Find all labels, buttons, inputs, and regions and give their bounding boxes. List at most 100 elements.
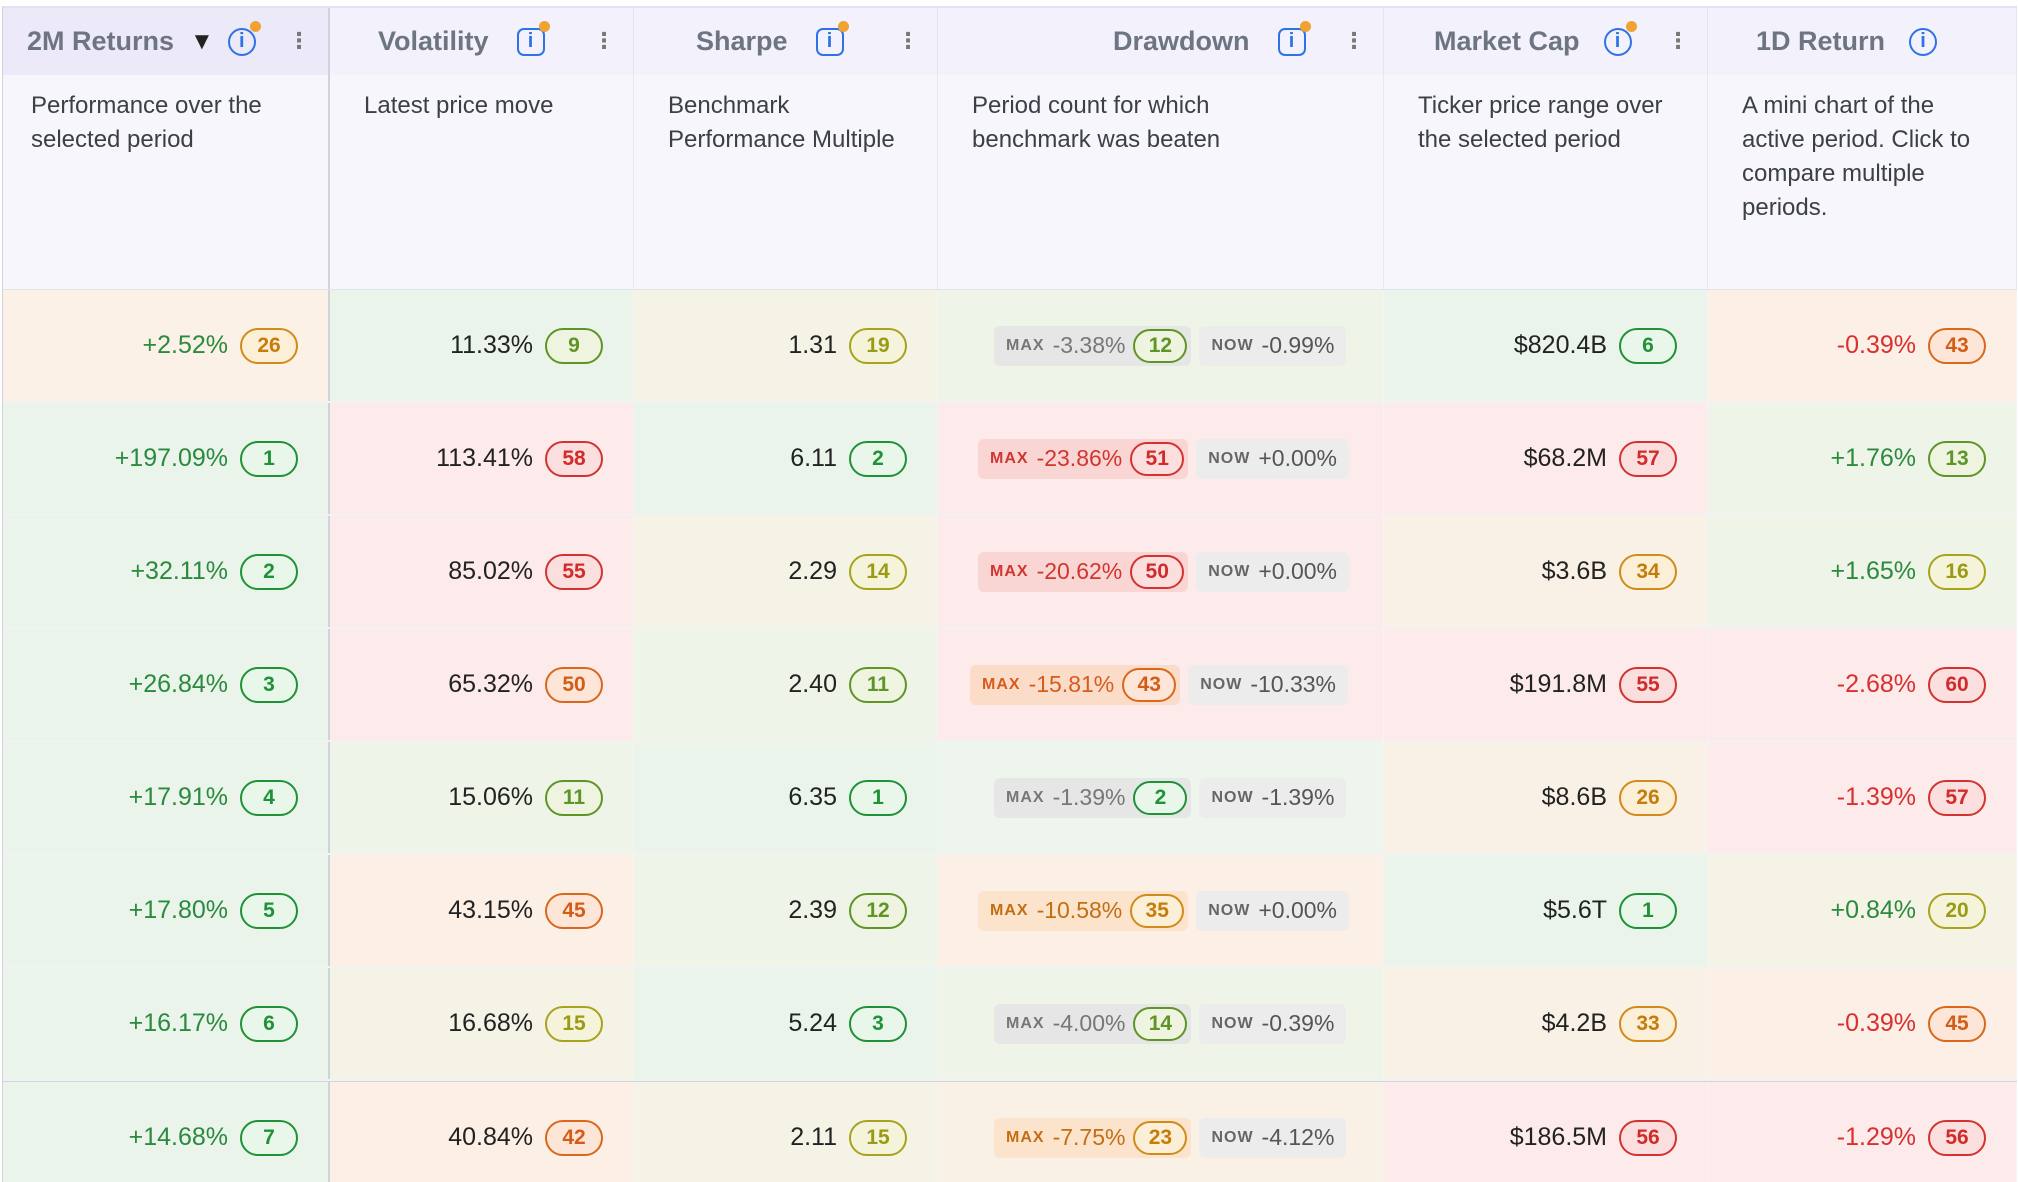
rank-badge: 26 [1619, 779, 1677, 816]
column-description: Period count for which benchmark was bea… [938, 75, 1384, 289]
returns-value: +17.91% [128, 783, 228, 811]
1d-return-cell[interactable]: +0.84% 20 [1708, 855, 2017, 966]
rank-badge: 45 [545, 892, 603, 929]
1d-return-cell[interactable]: +1.76% 13 [1708, 403, 2017, 514]
current-drawdown-value: +0.00% [1258, 558, 1337, 584]
1d-return-cell[interactable]: -0.39% 45 [1708, 968, 2017, 1079]
column-menu-icon[interactable]: ⋮ [288, 28, 310, 53]
column-header-volatility[interactable]: Volatility i ⋮ [330, 8, 634, 75]
info-icon[interactable]: i [815, 20, 849, 56]
volatility-value: 85.02% [448, 557, 533, 585]
column-menu-icon[interactable]: ⋮ [593, 28, 615, 53]
rank-badge: 45 [1928, 1005, 1986, 1042]
table-row[interactable]: +17.80% 5 43.15% 45 2.39 12 MAX -10.58% 35 NO… [3, 855, 2017, 968]
drawdown-cell: MAX -3.38% 12 NOW -0.99% [938, 290, 1384, 401]
max-drawdown-value: -3.38% [1052, 332, 1126, 358]
market-cap-cell: $186.5M 56 [1384, 1082, 1708, 1182]
1d-return-cell[interactable]: -1.29% 56 [1708, 1082, 2017, 1182]
sharpe-cell: 1.31 19 [634, 290, 938, 401]
max-drawdown-pill: MAX -10.58% 35 [978, 890, 1189, 931]
sort-desc-icon[interactable]: ▼ [190, 27, 214, 55]
returns-value: +32.11% [130, 557, 228, 585]
1d-return-cell[interactable]: +1.65% 16 [1708, 516, 2017, 627]
current-drawdown-value: -0.99% [1261, 332, 1335, 358]
info-icon[interactable]: i [1603, 20, 1637, 56]
current-drawdown-value: -0.39% [1261, 1010, 1335, 1036]
rank-badge: 3 [240, 666, 298, 703]
1d-return-cell[interactable]: -1.39% 57 [1708, 742, 2017, 853]
rank-badge: 2 [240, 553, 298, 590]
returns-cell: +197.09% 1 [3, 403, 330, 514]
sharpe-cell: 2.39 12 [634, 855, 938, 966]
column-description: Ticker price range over the selected per… [1384, 75, 1708, 289]
rank-badge: 16 [1928, 553, 1986, 590]
1d-return-value: -2.68% [1836, 670, 1916, 698]
market-cap-value: $5.6T [1543, 896, 1607, 924]
volatility-cell: 16.68% 15 [330, 968, 634, 1079]
info-icon[interactable]: i [1277, 20, 1311, 56]
market-cap-cell: $3.6B 34 [1384, 516, 1708, 627]
rank-badge: 1 [849, 779, 907, 816]
drawdown-cell: MAX -7.75% 23 NOW -4.12% [938, 1082, 1384, 1182]
1d-return-value: -1.29% [1836, 1123, 1916, 1151]
rank-badge: 55 [545, 553, 603, 590]
column-menu-icon[interactable]: ⋮ [897, 28, 919, 53]
sharpe-cell: 6.35 1 [634, 742, 938, 853]
info-icon[interactable]: i [227, 20, 261, 56]
table-row[interactable]: +2.52% 26 11.33% 9 1.31 19 MAX -3.38% 12 NOW -… [3, 290, 2017, 403]
drawdown-cell: MAX -4.00% 14 NOW -0.39% [938, 968, 1384, 1079]
sharpe-value: 6.11 [790, 444, 837, 472]
column-header-market-cap[interactable]: Market Cap i ⋮ [1384, 8, 1708, 75]
market-cap-cell: $191.8M 55 [1384, 629, 1708, 740]
column-menu-icon[interactable]: ⋮ [1667, 28, 1689, 53]
volatility-value: 65.32% [448, 670, 533, 698]
column-label: 2M Returns [27, 26, 175, 56]
notification-dot [837, 20, 849, 32]
current-drawdown-pill: NOW -4.12% [1199, 1117, 1347, 1158]
current-drawdown-pill: NOW -10.33% [1188, 664, 1349, 705]
volatility-value: 43.15% [448, 896, 533, 924]
rank-badge: 26 [240, 327, 298, 364]
current-drawdown-pill: NOW +0.00% [1196, 438, 1349, 479]
market-cap-value: $186.5M [1509, 1123, 1607, 1151]
market-cap-cell: $68.2M 57 [1384, 403, 1708, 514]
volatility-cell: 43.15% 45 [330, 855, 634, 966]
table-row[interactable]: +32.11% 2 85.02% 55 2.29 14 MAX -20.62% 50 NO… [3, 516, 2017, 629]
current-drawdown-value: -10.33% [1250, 671, 1337, 697]
rank-badge: 15 [545, 1005, 603, 1042]
info-icon[interactable]: i [1909, 27, 1938, 56]
column-header-1d-return[interactable]: 1D Return i [1708, 8, 2017, 75]
rank-badge: 14 [1133, 1006, 1188, 1041]
1d-return-value: -1.39% [1836, 783, 1916, 811]
table-row[interactable]: +16.17% 6 16.68% 15 5.24 3 MAX -4.00% 14 NOW -… [3, 968, 2017, 1081]
column-header-sharpe[interactable]: Sharpe i ⋮ [634, 8, 938, 75]
1d-return-value: +1.65% [1830, 557, 1917, 585]
rank-badge: 11 [849, 666, 907, 703]
max-drawdown-pill: MAX -3.38% 12 [994, 325, 1192, 366]
rank-badge: 55 [1619, 666, 1677, 703]
table-row[interactable]: +14.68% 7 40.84% 42 2.11 15 MAX -7.75% 23 NOW… [3, 1081, 2017, 1182]
returns-value: +197.09% [114, 444, 228, 472]
table-row[interactable]: +197.09% 1 113.41% 58 6.11 2 MAX -23.86% 51 N… [3, 403, 2017, 516]
returns-cell: +32.11% 2 [3, 516, 330, 627]
column-header-2m-returns[interactable]: 2M Returns ▼ i ⋮ [3, 8, 330, 75]
sharpe-value: 1.31 [788, 331, 837, 359]
market-cap-value: $8.6B [1541, 783, 1607, 811]
drawdown-cell: MAX -10.58% 35 NOW +0.00% [938, 855, 1384, 966]
1d-return-cell[interactable]: -0.39% 43 [1708, 290, 2017, 401]
notification-dot [538, 20, 550, 32]
current-drawdown-value: -1.39% [1261, 784, 1335, 810]
max-drawdown-value: -15.81% [1028, 671, 1115, 697]
max-drawdown-value: -20.62% [1036, 558, 1123, 584]
table-row[interactable]: +17.91% 4 15.06% 11 6.35 1 MAX -1.39% 2 NOW -1… [3, 742, 2017, 855]
info-icon[interactable]: i [516, 20, 550, 56]
column-header-drawdown[interactable]: Drawdown i ⋮ [938, 8, 1384, 75]
column-menu-icon[interactable]: ⋮ [1343, 28, 1365, 53]
returns-value: +2.52% [142, 331, 229, 359]
rank-badge: 14 [849, 553, 907, 590]
table-row[interactable]: +26.84% 3 65.32% 50 2.40 11 MAX -15.81% 43 NO… [3, 629, 2017, 742]
1d-return-cell[interactable]: -2.68% 60 [1708, 629, 2017, 740]
market-cap-value: $820.4B [1513, 331, 1607, 359]
rank-badge: 1 [240, 440, 298, 477]
rank-badge: 12 [849, 892, 907, 929]
